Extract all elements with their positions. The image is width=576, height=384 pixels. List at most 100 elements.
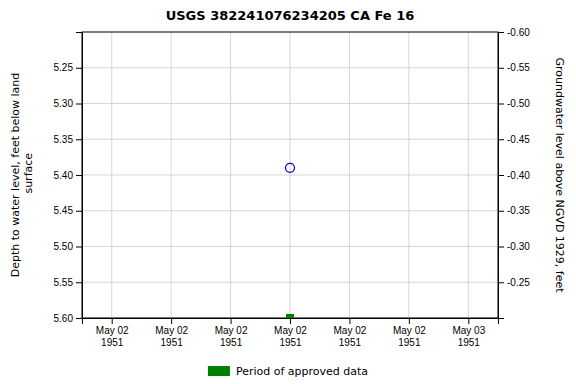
series <box>286 163 295 172</box>
point <box>286 163 295 172</box>
y2-axis: -0.25 -0.30 -0.35 -0.40 -0.45 -0.50 -0.55 -0.60 <box>498 27 530 319</box>
y-tick-label: 5.40 <box>54 170 74 181</box>
y-tick: 5.40 <box>54 170 82 181</box>
y2-tick-mark <box>498 247 504 248</box>
y-tick-mark <box>76 247 82 248</box>
grid-line-x <box>171 32 172 318</box>
x-tick: May 021951 <box>334 318 367 348</box>
y-tick-mark <box>76 139 82 140</box>
plot-frame <box>82 32 498 318</box>
y2-tick: -0.35 <box>498 205 530 216</box>
x-tick-label-line: 1951 <box>101 337 124 348</box>
y-tick-label: 5.25 <box>54 62 74 73</box>
y2-tick-mark <box>498 139 504 140</box>
y-axis-line <box>76 33 83 319</box>
y-tick-label: 5.30 <box>54 98 74 109</box>
y2-tick: -0.25 <box>498 277 530 288</box>
y2-tick: -0.40 <box>498 170 530 181</box>
y-tick: 5.50 <box>54 241 82 252</box>
y2-tick: -0.50 <box>498 98 530 109</box>
y2-tick-mark <box>498 175 504 176</box>
marks <box>286 163 295 318</box>
x-tick-label-line: 1951 <box>398 337 421 348</box>
y2-axis-line <box>499 33 505 319</box>
grid-line-x <box>111 32 112 318</box>
grid-line-x <box>468 32 469 318</box>
y2-tick: -0.45 <box>498 134 530 145</box>
y2-tick-label: -0.45 <box>507 134 530 145</box>
x-tick-mark <box>349 318 350 324</box>
x-tick-label-line: 1951 <box>458 337 481 348</box>
y2-tick-mark <box>498 68 504 69</box>
y-tick-mark <box>76 211 82 212</box>
x-tick-label: May 021951 <box>334 325 367 348</box>
y2-tick-label: -0.30 <box>507 241 530 252</box>
x-tick: May 021951 <box>393 318 426 348</box>
point <box>287 315 294 319</box>
y2-tick-mark <box>498 282 504 283</box>
y2-tick-label: -0.50 <box>507 98 530 109</box>
y-axis-title: Depth to water level, feet below land su… <box>9 73 35 278</box>
grid-line-x <box>290 32 291 318</box>
chart: May 021951May 021951May 021951May 021951… <box>0 0 576 384</box>
x-tick: May 021951 <box>215 318 248 348</box>
x-tick-label-line: 1951 <box>279 337 302 348</box>
x-tick-label: May 021951 <box>155 325 188 348</box>
legend-item: Period of approved data <box>208 365 368 378</box>
title: USGS 382241076234205 CA Fe 16 <box>166 8 415 23</box>
x-tick-label-line: 1951 <box>339 337 362 348</box>
y-tick-label: 5.45 <box>54 205 74 216</box>
x-tick-label-line: May 02 <box>393 325 426 336</box>
y2-tick-mark <box>498 104 504 105</box>
y2-tick-mark <box>498 211 504 212</box>
x-tick-label: May 031951 <box>452 325 485 348</box>
x-axis-line <box>83 319 499 325</box>
y-tick-mark <box>76 175 82 176</box>
x-tick-mark <box>468 318 469 324</box>
y-tick-mark <box>76 318 82 319</box>
x-tick-mark <box>231 318 232 324</box>
y-axis-title-line: Depth to water level, feet below land <box>9 73 22 278</box>
y-tick: 5.30 <box>54 98 82 109</box>
y2-tick-label: -0.60 <box>507 27 530 38</box>
legend-swatch <box>208 366 230 376</box>
y-tick-label: 5.50 <box>54 241 74 252</box>
y-tick-label: 5.35 <box>54 134 74 145</box>
x-tick-label-line: May 02 <box>155 325 188 336</box>
x-tick-mark <box>171 318 172 324</box>
x-tick-label-line: May 02 <box>96 325 129 336</box>
series <box>287 315 294 319</box>
y-tick-label: 5.60 <box>54 313 74 324</box>
x-tick-label-line: 1951 <box>220 337 243 348</box>
x-tick-label: May 021951 <box>215 325 248 348</box>
x-axis: May 021951May 021951May 021951May 021951… <box>83 318 499 348</box>
y2-tick-label: -0.25 <box>507 277 530 288</box>
legend: Period of approved data <box>208 365 368 378</box>
x-tick-label: May 021951 <box>274 325 307 348</box>
y-tick: 5.55 <box>54 277 82 288</box>
y2-axis-title: Groundwater level above NGVD 1929, feet <box>553 57 566 293</box>
x-tick-label-line: May 02 <box>215 325 248 336</box>
x-tick: May 021951 <box>155 318 188 348</box>
grid-line-x <box>408 32 409 318</box>
y-tick: 5.25 <box>54 62 82 73</box>
y-tick-label: 5.55 <box>54 277 74 288</box>
grid <box>82 32 498 318</box>
y-tick-mark <box>76 104 82 105</box>
y-tick: 5.45 <box>54 205 82 216</box>
y2-tick: -0.60 <box>498 27 530 38</box>
y-tick-mark <box>76 68 82 69</box>
x-tick-label-line: May 03 <box>452 325 485 336</box>
legend-label: Period of approved data <box>236 365 368 378</box>
y-tick-mark <box>76 282 82 283</box>
y2-tick-label: -0.35 <box>507 205 530 216</box>
x-tick-label-line: 1951 <box>161 337 184 348</box>
y2-tick: -0.55 <box>498 62 530 73</box>
x-tick-label-line: May 02 <box>274 325 307 336</box>
y2-axis-title-line: Groundwater level above NGVD 1929, feet <box>553 57 566 293</box>
y2-tick: -0.30 <box>498 241 530 252</box>
x-tick-label-line: May 02 <box>334 325 367 336</box>
x-tick-label: May 021951 <box>96 325 129 348</box>
x-tick: May 031951 <box>452 318 485 348</box>
x-tick-label: May 021951 <box>393 325 426 348</box>
